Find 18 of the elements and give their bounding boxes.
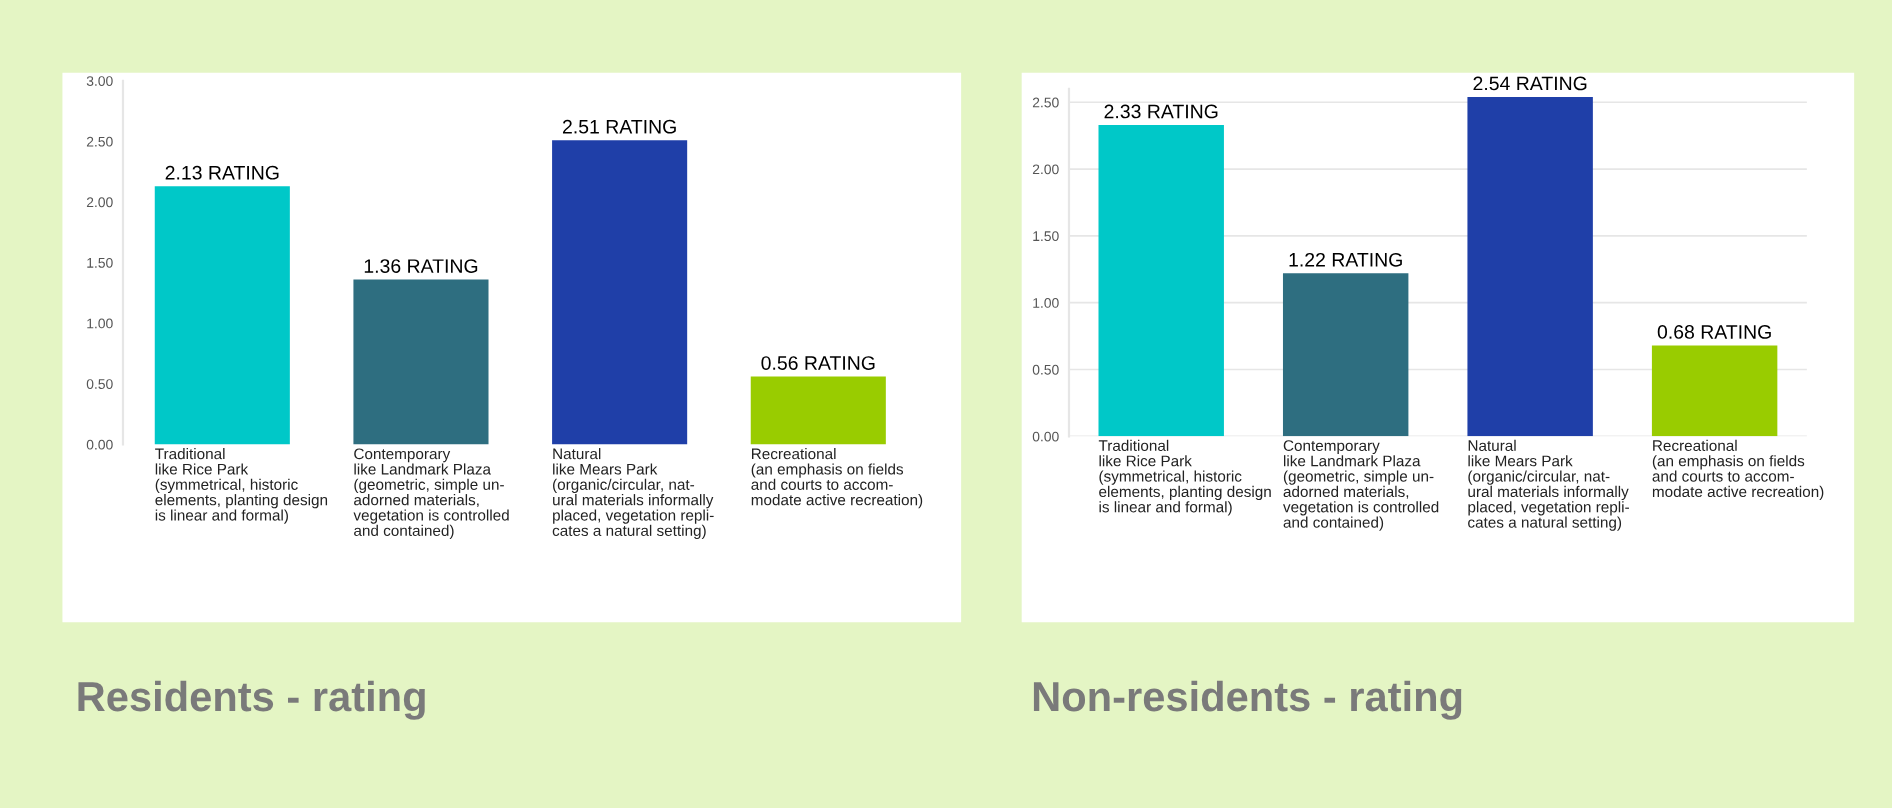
data-label: 1.22 RATING (1289, 252, 1402, 267)
data-label: 2.13 RATING (165, 165, 279, 180)
bar (1282, 273, 1409, 437)
data-label: 2.33 RATING (1104, 104, 1218, 119)
bar (750, 376, 886, 445)
data-label: 1.36 RATING (364, 259, 478, 273)
bar (1098, 124, 1224, 437)
text: Residents - rating (78, 680, 425, 720)
bar (154, 186, 290, 445)
text: Non-residents - rating (1033, 680, 1462, 720)
data-label: 0.68 RATING (1657, 325, 1771, 339)
bar (552, 140, 688, 445)
bar (1467, 96, 1593, 437)
data-label: 2.51 RATING (562, 119, 676, 134)
bar (1651, 345, 1778, 437)
data-label: 0.56 RATING (761, 356, 875, 370)
bar (353, 279, 489, 445)
data-label: 2.54 RATING (1473, 76, 1587, 91)
